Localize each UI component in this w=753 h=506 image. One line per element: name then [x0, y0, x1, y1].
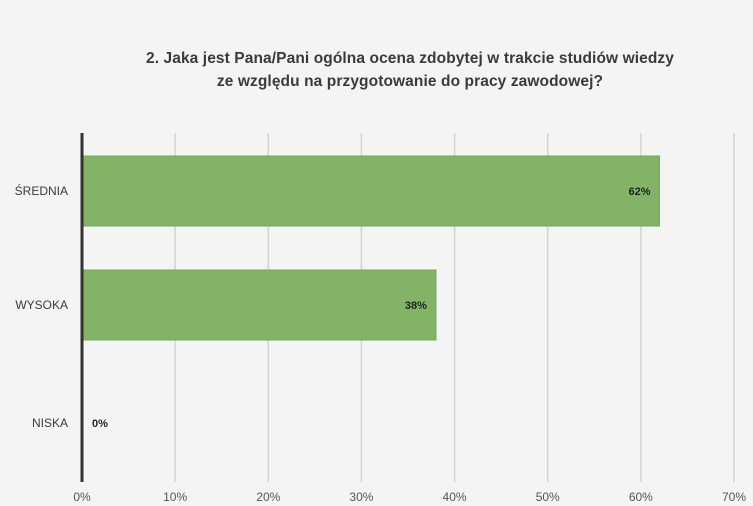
x-tick-label-10: 10% [163, 490, 187, 504]
bar-0 [81, 155, 660, 227]
chart-title-line-2: ze względu na przygotowanie do pracy zaw… [216, 73, 604, 90]
x-tick-label-0: 0% [73, 490, 91, 504]
data-label-2: 0% [92, 418, 108, 430]
x-tick-label-60: 60% [629, 490, 653, 504]
x-tick-label-30: 30% [349, 490, 373, 504]
chart-title-line-1: 2. Jaka jest Pana/Pani ogólna ocena zdob… [145, 50, 675, 67]
category-label-1: WYSOKA [15, 298, 68, 312]
category-label-0: ŚREDNIA [15, 183, 68, 198]
x-tick-label-50: 50% [536, 490, 560, 504]
data-label-0: 62% [628, 186, 650, 198]
bar-1 [81, 269, 437, 341]
x-tick-label-20: 20% [256, 490, 280, 504]
x-tick-label-40: 40% [443, 490, 467, 504]
x-tick-label-70: 70% [722, 490, 746, 504]
category-label-2: NISKA [32, 416, 68, 430]
chart-title: 2. Jaka jest Pana/Pani ogólna ocena zdob… [60, 47, 753, 93]
data-label-1: 38% [405, 300, 427, 312]
